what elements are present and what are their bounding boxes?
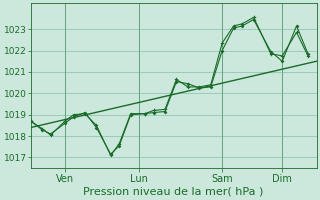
X-axis label: Pression niveau de la mer( hPa ): Pression niveau de la mer( hPa ) bbox=[84, 187, 264, 197]
